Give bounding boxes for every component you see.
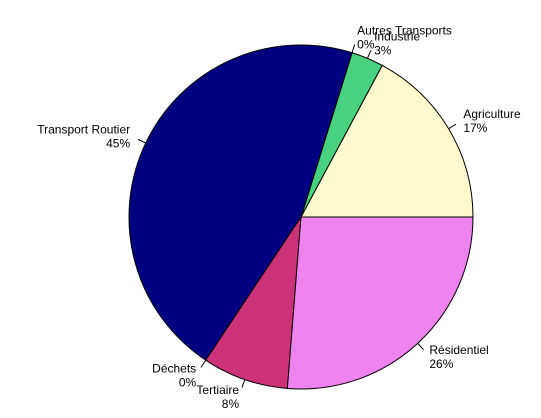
label-tick [448, 123, 457, 130]
slice-label: Tertiaire [196, 383, 239, 397]
slice-value-label: 8% [222, 397, 240, 411]
pie-slice [128, 44, 353, 361]
pie-slice [300, 64, 474, 218]
slice-label: Déchets [152, 362, 196, 376]
label-tick [417, 343, 424, 351]
slice-value-label: 26% [429, 357, 453, 371]
slice-value-label: 45% [106, 137, 130, 151]
label-tick [200, 359, 207, 368]
slice-label: Industrie [374, 29, 420, 43]
slice-value-label: 17% [463, 121, 487, 135]
label-tick [351, 44, 356, 53]
slice-value-label: 0% [357, 37, 375, 51]
slice-value-label: 0% [179, 376, 197, 390]
label-tick [366, 50, 372, 59]
label-tick [241, 379, 246, 388]
slice-label: Résidentiel [429, 343, 488, 357]
slice-value-label: 3% [374, 43, 392, 57]
slice-label: Autres Transports [357, 23, 452, 37]
label-tick [137, 138, 146, 144]
slice-label: Transport Routier [37, 123, 130, 137]
slice-label: Agriculture [463, 107, 521, 121]
